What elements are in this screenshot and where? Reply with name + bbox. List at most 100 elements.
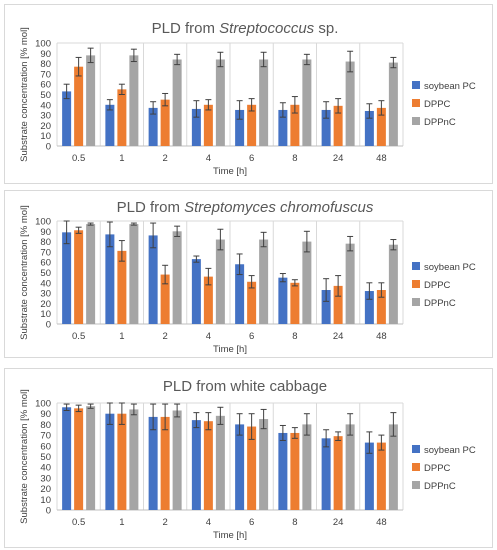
bar-dppnc <box>86 55 96 146</box>
y-axis-label: Substrate concentration [% mol] <box>19 389 30 524</box>
y-tick-label: 80 <box>40 420 51 431</box>
y-tick-label: 100 <box>35 217 51 228</box>
y-tick-label: 30 <box>40 289 51 300</box>
chart-panel-white-cabbage: PLD from white cabbage 0 10 20 30 40 50 60 70 80 9… <box>4 368 493 548</box>
bar-soybean-pc <box>62 232 72 324</box>
y-tick-label: 100 <box>35 399 51 410</box>
bar-dppnc <box>129 224 139 324</box>
y-tick-label: 50 <box>40 90 51 101</box>
bar-dppnc <box>129 409 139 510</box>
y-tick-label: 50 <box>40 268 51 279</box>
bar-dppnc <box>215 415 225 510</box>
bar-dppnc <box>259 59 269 147</box>
bar-dppnc <box>345 61 355 146</box>
y-tick-label: 20 <box>40 299 51 310</box>
x-tick-label: 24 <box>333 153 344 164</box>
legend-swatch <box>412 81 420 89</box>
bar-chart-streptomyces: PLD from Streptomyces chromofuscus 010203… <box>19 199 476 355</box>
y-tick-label: 30 <box>40 111 51 122</box>
bar-chart-streptococcus: PLD from Streptococcus sp. 01020304050607… <box>19 20 476 177</box>
legend-label: soybean PC <box>424 81 476 92</box>
bar-soybean-pc <box>321 438 331 510</box>
y-tick-label: 90 <box>40 49 51 60</box>
y-tick-label: 40 <box>40 278 51 289</box>
x-tick-label: 8 <box>292 517 297 528</box>
chart-title: PLD from Streptococcus sp. <box>152 20 339 37</box>
x-axis-label: Time [h] <box>213 166 247 177</box>
chart-title: PLD from white cabbage <box>163 378 327 395</box>
y-tick-label: 0 <box>46 142 51 153</box>
bar-soybean-pc <box>278 109 288 146</box>
legend-swatch <box>412 481 420 489</box>
y-axis-label: Substrate concentration [% mol] <box>19 205 30 340</box>
x-tick-label: 48 <box>376 517 387 528</box>
bar-dppc <box>290 282 300 324</box>
y-tick-label: 0 <box>46 320 51 331</box>
y-tick-label: 30 <box>40 473 51 484</box>
bar-dppc <box>74 230 84 324</box>
bar-dppc <box>333 436 343 510</box>
x-axis-label: Time [h] <box>213 344 247 355</box>
chart-title: PLD from Streptomyces chromofuscus <box>117 199 374 216</box>
x-tick-label: 4 <box>206 153 211 164</box>
bar-dppc <box>160 416 170 510</box>
bar-dppnc <box>302 241 312 324</box>
y-tick-label: 20 <box>40 121 51 132</box>
legend-swatch <box>412 280 420 288</box>
y-axis-label: Substrate concentration [% mol] <box>19 27 30 162</box>
bar-soybean-pc <box>235 424 245 510</box>
bar-dppnc <box>86 224 96 324</box>
x-tick-label: 1 <box>119 153 124 164</box>
legend-label: DPPnC <box>424 481 456 492</box>
bar-soybean-pc <box>364 442 374 510</box>
bar-dppc <box>117 250 127 324</box>
y-tick-label: 0 <box>46 506 51 517</box>
x-tick-label: 2 <box>162 331 167 342</box>
legend-swatch <box>412 117 420 125</box>
bar-dppnc <box>302 59 312 147</box>
y-tick-label: 50 <box>40 452 51 463</box>
y-tick-label: 40 <box>40 100 51 111</box>
legend-label: soybean PC <box>424 262 476 273</box>
bar-dppnc <box>388 244 398 324</box>
legend-swatch <box>412 99 420 107</box>
x-tick-label: 1 <box>119 331 124 342</box>
bar-dppnc <box>345 424 355 510</box>
bar-soybean-pc <box>62 407 72 510</box>
bar-dppnc <box>259 419 269 510</box>
bar-dppnc <box>345 243 355 324</box>
bar-dppc <box>74 66 84 146</box>
y-tick-label: 90 <box>40 409 51 420</box>
legend-swatch <box>412 298 420 306</box>
legend-swatch <box>412 445 420 453</box>
x-tick-label: 4 <box>206 517 211 528</box>
bar-dppnc <box>172 59 182 147</box>
x-tick-label: 48 <box>376 331 387 342</box>
x-tick-label: 0.5 <box>72 331 85 342</box>
x-tick-label: 0.5 <box>72 517 85 528</box>
x-tick-label: 6 <box>249 153 254 164</box>
bar-soybean-pc <box>278 277 288 324</box>
x-tick-label: 48 <box>376 153 387 164</box>
bar-soybean-pc <box>364 110 374 146</box>
bar-dppnc <box>215 239 225 324</box>
bar-dppc <box>247 104 257 146</box>
y-tick-label: 100 <box>35 39 51 50</box>
bar-soybean-pc <box>191 420 201 510</box>
bar-soybean-pc <box>364 291 374 324</box>
bar-dppc <box>376 442 386 510</box>
x-tick-label: 6 <box>249 331 254 342</box>
x-tick-label: 0.5 <box>72 153 85 164</box>
bar-dppnc <box>215 59 225 147</box>
x-tick-label: 24 <box>333 331 344 342</box>
bar-dppnc <box>129 55 139 146</box>
bar-soybean-pc <box>148 107 158 146</box>
bar-dppc <box>74 408 84 510</box>
bar-dppc <box>333 105 343 146</box>
legend-swatch <box>412 463 420 471</box>
legend-label: DPPnC <box>424 117 456 128</box>
bar-dppc <box>203 276 213 324</box>
bar-dppc <box>247 426 257 510</box>
bar-soybean-pc <box>321 290 331 324</box>
bar-soybean-pc <box>105 413 115 510</box>
